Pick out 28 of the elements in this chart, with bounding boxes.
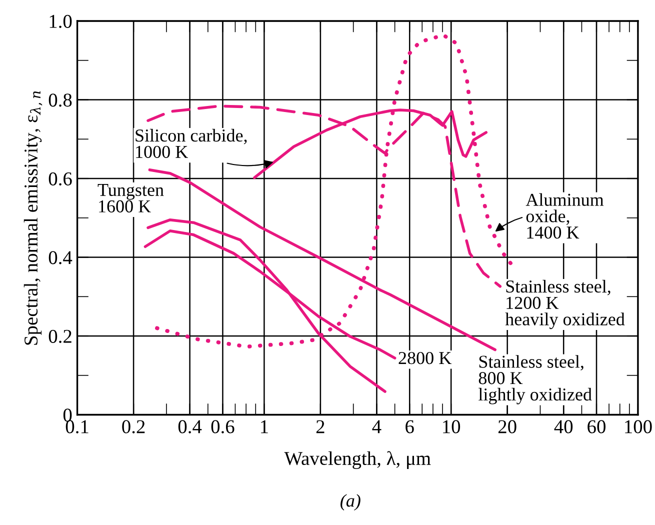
- y-tick-label: 0.4: [48, 251, 72, 264]
- x-tick-label: 0.2: [122, 420, 145, 434]
- x-tick-label: 0.4: [178, 420, 202, 434]
- x-tick-label: 2: [316, 420, 324, 434]
- x-tick-label: 1: [261, 420, 268, 434]
- text: (a): [340, 494, 360, 510]
- annotation: Stainless steel, 1200 K heavily oxidized: [505, 280, 625, 330]
- annotation: Silicon carbide, 1000 K: [136, 128, 247, 158]
- y-tick-label: 0.2: [48, 330, 72, 344]
- x-tick-label: 6: [406, 420, 414, 434]
- x-tick-label: 20: [498, 420, 516, 434]
- y-tick-label: 0: [63, 408, 72, 422]
- annotation: Stainless steel, 800 K lightly oxidized: [478, 355, 592, 404]
- x-tick-label: 40: [554, 420, 573, 434]
- annotation: 2800 K: [398, 352, 452, 364]
- x-tick-label: 0.6: [211, 420, 234, 434]
- x-axis-title: Wavelength, λ, μm: [284, 451, 431, 470]
- annotation: Aluminum oxide, 1400 K: [526, 193, 604, 239]
- x-tick-label: 100: [625, 420, 652, 434]
- x-tick-label: 4: [372, 420, 382, 434]
- x-tick-label: 0.1: [66, 420, 88, 434]
- y-tick-label: 0.8: [48, 94, 72, 107]
- y-tick-label: 1.0: [50, 14, 72, 28]
- y-axis-title: Spectral, normal emissivity, ε$_{λ,n}$: [24, 91, 42, 345]
- y-tick-label: 0.6: [48, 172, 72, 186]
- annotation: Tungsten 1600 K: [98, 184, 164, 212]
- x-tick-label: 10: [443, 420, 460, 434]
- x-tick-label: 60: [588, 420, 606, 434]
